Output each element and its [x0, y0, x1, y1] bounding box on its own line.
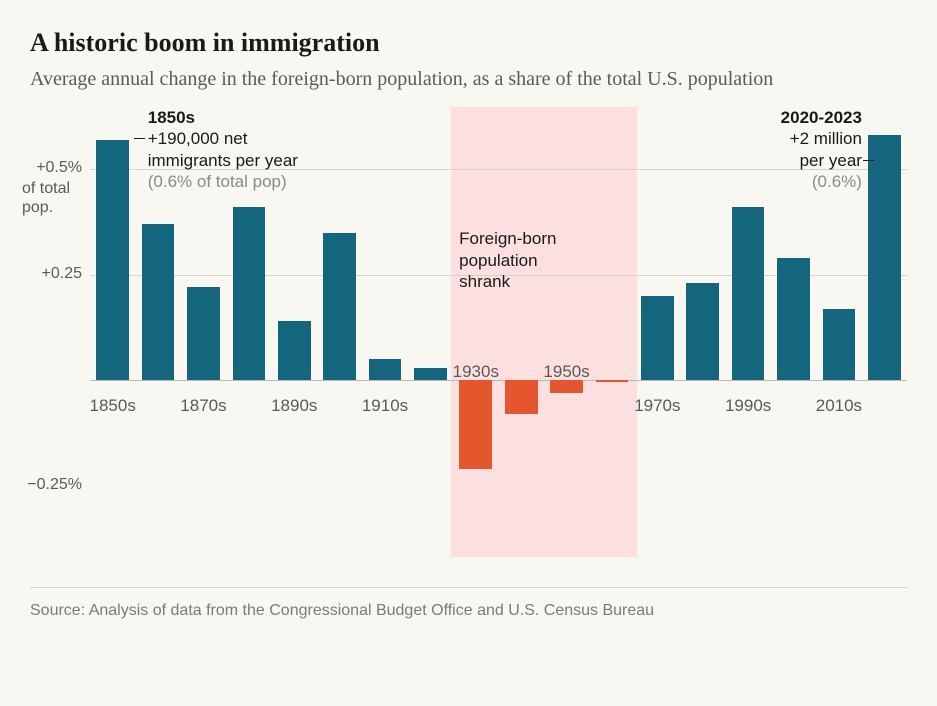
y-tick-label: −0.25%	[22, 476, 82, 494]
x-tick-label: 1910s	[362, 396, 408, 416]
bar-1980s	[686, 283, 719, 380]
bar-1870s	[187, 287, 220, 380]
y-tick-label: +0.5%	[22, 159, 82, 177]
bar-1910s	[369, 359, 402, 380]
chart-source: Source: Analysis of data from the Congre…	[30, 587, 907, 620]
plot-region: +0.5%+0.25−0.25%of totalpop.1850s1870s18…	[90, 127, 907, 507]
y-axis-unit-label: of totalpop.	[22, 179, 70, 217]
bar-1960s	[596, 380, 629, 382]
shrank-annotation: Foreign-bornpopulationshrank	[459, 228, 556, 292]
bar-2020-23	[868, 135, 901, 380]
bar-1880s	[233, 207, 266, 380]
x-tick-label: 1970s	[634, 396, 680, 416]
bar-1920s	[414, 368, 447, 381]
chart-subtitle: Average annual change in the foreign-bor…	[30, 66, 850, 93]
bar-2010s	[823, 309, 856, 381]
annotation-tick-left	[134, 138, 145, 139]
x-tick-label: 1890s	[271, 396, 317, 416]
annotation-1850s: 1850s+190,000 netimmigrants per year(0.6…	[148, 107, 298, 192]
chart-title: A historic boom in immigration	[30, 28, 907, 58]
x-tick-label-above: 1950s	[543, 362, 589, 382]
annotation-2020-2023: 2020-2023+2 millionper year(0.6%)	[781, 107, 862, 192]
annotation-tick-right	[863, 160, 874, 161]
x-tick-label: 1870s	[180, 396, 226, 416]
x-tick-label: 2010s	[816, 396, 862, 416]
bar-1890s	[278, 321, 311, 380]
bar-2000s	[777, 258, 810, 380]
bar-1970s	[641, 296, 674, 380]
bar-1930s	[459, 380, 492, 469]
bar-1850s	[96, 140, 129, 381]
figure: A historic boom in immigration Average a…	[0, 0, 937, 706]
bar-1940s	[505, 380, 538, 414]
chart-area: +0.5%+0.25−0.25%of totalpop.1850s1870s18…	[30, 107, 907, 587]
bar-1990s	[732, 207, 765, 380]
y-tick-label: +0.25	[22, 265, 82, 283]
x-tick-label: 1850s	[90, 396, 136, 416]
x-tick-label-above: 1930s	[453, 362, 499, 382]
x-tick-label: 1990s	[725, 396, 771, 416]
negative-era-shade	[451, 107, 637, 557]
bar-1860s	[142, 224, 175, 380]
bar-1900s	[323, 233, 356, 381]
